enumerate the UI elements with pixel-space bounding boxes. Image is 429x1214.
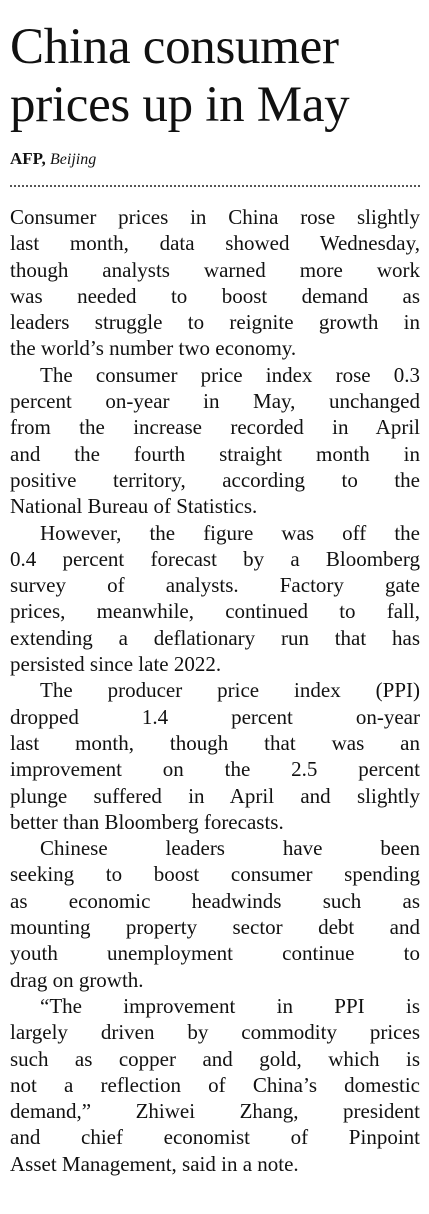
text-line: dropped 1.4 percent on-year xyxy=(10,704,420,729)
paragraph: “The improvement in PPI is largely driven… xyxy=(10,993,420,1177)
text-line: persisted since late 2022. xyxy=(10,652,222,677)
text-line: Chinese leaders have been xyxy=(40,836,420,861)
paragraph: The consumer price index rose 0.3 percent… xyxy=(10,362,420,520)
text-line: plunge suffered in April and slightly xyxy=(10,783,420,808)
text-line: and the fourth straight month in xyxy=(10,441,420,466)
text-line: not a reflection of China’s domestic xyxy=(10,1072,420,1097)
headline-line: China consumer xyxy=(10,19,339,75)
text-line: better than Bloomberg forecasts. xyxy=(10,809,284,834)
text-line: demand,” Zhiwei Zhang, president xyxy=(10,1099,420,1124)
paragraph: However, the figure was off the 0.4 perce… xyxy=(10,520,420,678)
text-line: from the increase recorded in April xyxy=(10,415,420,440)
text-line: “The improvement in PPI is xyxy=(40,993,420,1018)
text-line: percent on-year in May, unchanged xyxy=(10,389,420,414)
text-line: the world’s number two economy. xyxy=(10,336,297,361)
text-line: The producer price index (PPI) xyxy=(40,678,420,703)
text-line: seeking to boost consumer spending xyxy=(10,862,420,887)
text-line: improvement on the 2.5 percent xyxy=(10,757,420,782)
text-line: drag on growth. xyxy=(10,967,144,992)
text-line: National Bureau of Statistics. xyxy=(10,494,258,519)
text-line: mounting property sector debt and xyxy=(10,915,420,940)
text-line: as economic headwinds such as xyxy=(10,888,420,913)
text-line: was needed to boost demand as xyxy=(10,283,420,308)
place: Beijing xyxy=(50,151,97,168)
text-line: though analysts warned more work xyxy=(10,257,420,282)
text-line: extending a deflationary run that has xyxy=(10,625,420,650)
article-body: Consumer prices in China rose slightly la… xyxy=(10,204,420,1177)
agency: AFP, xyxy=(10,149,46,168)
paragraph: Consumer prices in China rose slightly la… xyxy=(10,204,420,362)
text-line: survey of analysts. Factory gate xyxy=(10,573,420,598)
text-line: last month, data showed Wednesday, xyxy=(10,231,420,256)
dotted-rule xyxy=(10,185,420,187)
text-line: largely driven by commodity prices xyxy=(10,1020,420,1045)
text-line: Consumer prices in China rose slightly xyxy=(10,205,420,229)
text-line: youth unemployment continue to xyxy=(10,941,420,966)
text-line: positive territory, according to the xyxy=(10,467,420,492)
byline: AFP, Beijing xyxy=(10,148,96,171)
paragraph: Chinese leaders have been seeking to boos… xyxy=(10,835,420,993)
text-line: such as copper and gold, which is xyxy=(10,1046,420,1071)
text-line: and chief economist of Pinpoint xyxy=(10,1125,420,1150)
text-line: prices, meanwhile, continued to fall, xyxy=(10,599,420,624)
text-line: However, the figure was off the xyxy=(40,520,420,545)
text-line: last month, though that was an xyxy=(10,730,420,755)
paragraph: The producer price index (PPI) dropped 1.… xyxy=(10,677,420,835)
text-line: Asset Management, said in a note. xyxy=(10,1151,299,1176)
headline: China consumer prices up in May xyxy=(10,18,422,134)
text-line: The consumer price index rose 0.3 xyxy=(40,362,420,387)
text-line: 0.4 percent forecast by a Bloomberg xyxy=(10,546,420,571)
text-line: leaders struggle to reignite growth in xyxy=(10,310,420,335)
headline-line: prices up in May xyxy=(10,77,350,133)
